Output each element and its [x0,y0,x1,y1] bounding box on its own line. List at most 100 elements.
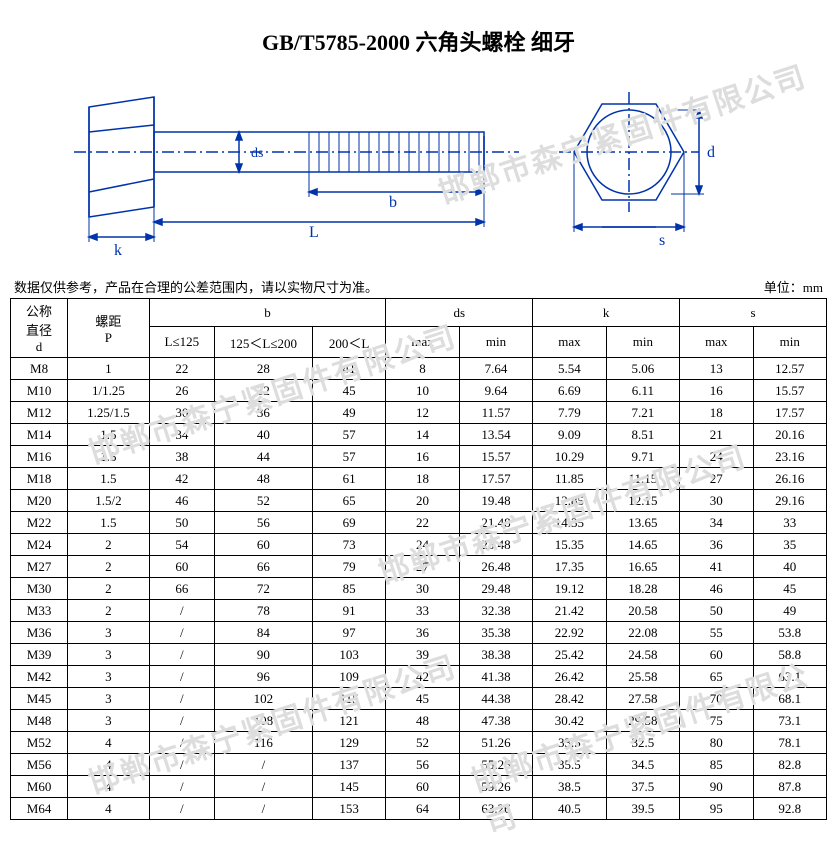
cell-b2: 108 [214,710,312,732]
cell-d: M48 [11,710,68,732]
cell-kmax: 17.35 [533,556,606,578]
cell-dsmin: 13.54 [459,424,532,446]
table-row: M332/78913332.3821.4220.585049 [11,600,827,622]
table-row: M393/901033938.3825.4224.586058.8 [11,644,827,666]
cell-b1: 26 [149,380,214,402]
cell-kmin: 34.5 [606,754,679,776]
cell-smin: 20.16 [753,424,827,446]
table-row: M141.53440571413.549.098.512120.16 [11,424,827,446]
unit-text: 单位：mm [764,277,823,296]
cell-p: 4 [68,776,150,798]
cell-b1: 30 [149,402,214,424]
cell-p: 3 [68,666,150,688]
cell-dsmax: 8 [386,358,459,380]
cell-smin: 12.57 [753,358,827,380]
cell-smin: 29.16 [753,490,827,512]
cell-kmax: 12.85 [533,490,606,512]
cell-b1: / [149,600,214,622]
cell-b1: 60 [149,556,214,578]
cell-dsmin: 35.38 [459,622,532,644]
diagram-label-ds: ds [251,146,263,161]
cell-kmin: 18.28 [606,578,679,600]
table-row: M221.55056692221.4814.3513.653433 [11,512,827,534]
cell-kmin: 32.5 [606,732,679,754]
cell-b1: 38 [149,446,214,468]
table-row: M8122284187.645.545.061312.57 [11,358,827,380]
cell-dsmax: 42 [386,666,459,688]
cell-dsmin: 17.57 [459,468,532,490]
cell-kmax: 40.5 [533,798,606,820]
table-row: M483/1081214847.3830.4229.587573.1 [11,710,827,732]
cell-p: 1.5 [68,424,150,446]
th-dsmin: min [459,327,532,358]
cell-smax: 85 [680,754,753,776]
cell-kmin: 25.58 [606,666,679,688]
cell-b3: 129 [312,732,385,754]
cell-dsmin: 55.26 [459,754,532,776]
cell-smin: 33 [753,512,827,534]
table-row: M564//1375655.2635.534.58582.8 [11,754,827,776]
cell-b3: 103 [312,644,385,666]
cell-kmax: 7.79 [533,402,606,424]
cell-b2: / [214,798,312,820]
cell-b2: 72 [214,578,312,600]
cell-p: 1.25/1.5 [68,402,150,424]
cell-p: 1 [68,358,150,380]
cell-dsmax: 56 [386,754,459,776]
cell-dsmin: 38.38 [459,644,532,666]
cell-b3: 85 [312,578,385,600]
cell-b2: 28 [214,358,312,380]
cell-p: 2 [68,578,150,600]
cell-p: 4 [68,732,150,754]
cell-kmin: 14.65 [606,534,679,556]
cell-b1: / [149,710,214,732]
cell-d: M20 [11,490,68,512]
cell-p: 4 [68,798,150,820]
cell-kmax: 11.85 [533,468,606,490]
cell-smax: 95 [680,798,753,820]
cell-smin: 73.1 [753,710,827,732]
cell-d: M16 [11,446,68,468]
note-text: 数据仅供参考，产品在合理的公差范围内，请以实物尺寸为准。 [14,277,378,296]
cell-p: 1.5 [68,446,150,468]
cell-smin: 23.16 [753,446,827,468]
th-kmax: max [533,327,606,358]
table-row: M121.25/1.53036491211.577.797.211817.57 [11,402,827,424]
cell-b3: 41 [312,358,385,380]
cell-dsmin: 32.38 [459,600,532,622]
cell-d: M64 [11,798,68,820]
cell-p: 3 [68,688,150,710]
cell-kmax: 5.54 [533,358,606,380]
cell-dsmax: 30 [386,578,459,600]
cell-dsmax: 60 [386,776,459,798]
cell-smax: 75 [680,710,753,732]
cell-b2: 90 [214,644,312,666]
cell-b1: / [149,776,214,798]
cell-kmin: 27.58 [606,688,679,710]
cell-p: 4 [68,754,150,776]
cell-dsmax: 45 [386,688,459,710]
th-b2: 125＜L≤200 [214,327,312,358]
cell-b3: 69 [312,512,385,534]
table-row: M644//1536463.2640.539.59592.8 [11,798,827,820]
cell-dsmin: 19.48 [459,490,532,512]
cell-kmax: 33.5 [533,732,606,754]
cell-b3: 61 [312,468,385,490]
cell-kmin: 7.21 [606,402,679,424]
cell-b2: / [214,754,312,776]
cell-kmin: 16.65 [606,556,679,578]
cell-smax: 13 [680,358,753,380]
cell-p: 3 [68,622,150,644]
cell-kmin: 8.51 [606,424,679,446]
th-p: 螺距 P [68,299,150,358]
cell-dsmax: 20 [386,490,459,512]
cell-d: M14 [11,424,68,446]
table-row: M604//1456059.2638.537.59087.8 [11,776,827,798]
table-row: M453/1021154544.3828.4227.587068.1 [11,688,827,710]
th-dsmax: max [386,327,459,358]
cell-b2: / [214,776,312,798]
cell-b3: 153 [312,798,385,820]
cell-smax: 34 [680,512,753,534]
cell-smin: 26.16 [753,468,827,490]
cell-d: M22 [11,512,68,534]
